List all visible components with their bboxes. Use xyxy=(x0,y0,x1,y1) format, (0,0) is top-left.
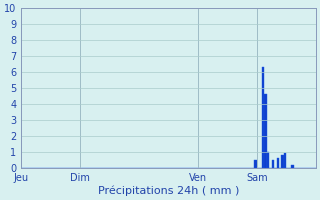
Bar xyxy=(284,153,286,168)
Bar xyxy=(291,165,294,168)
Bar xyxy=(262,67,264,168)
Bar xyxy=(254,160,257,168)
Bar xyxy=(264,94,267,168)
Bar xyxy=(282,155,284,168)
Bar xyxy=(267,152,269,168)
Bar xyxy=(276,158,279,168)
Bar xyxy=(272,160,274,168)
X-axis label: Précipitations 24h ( mm ): Précipitations 24h ( mm ) xyxy=(98,185,239,196)
